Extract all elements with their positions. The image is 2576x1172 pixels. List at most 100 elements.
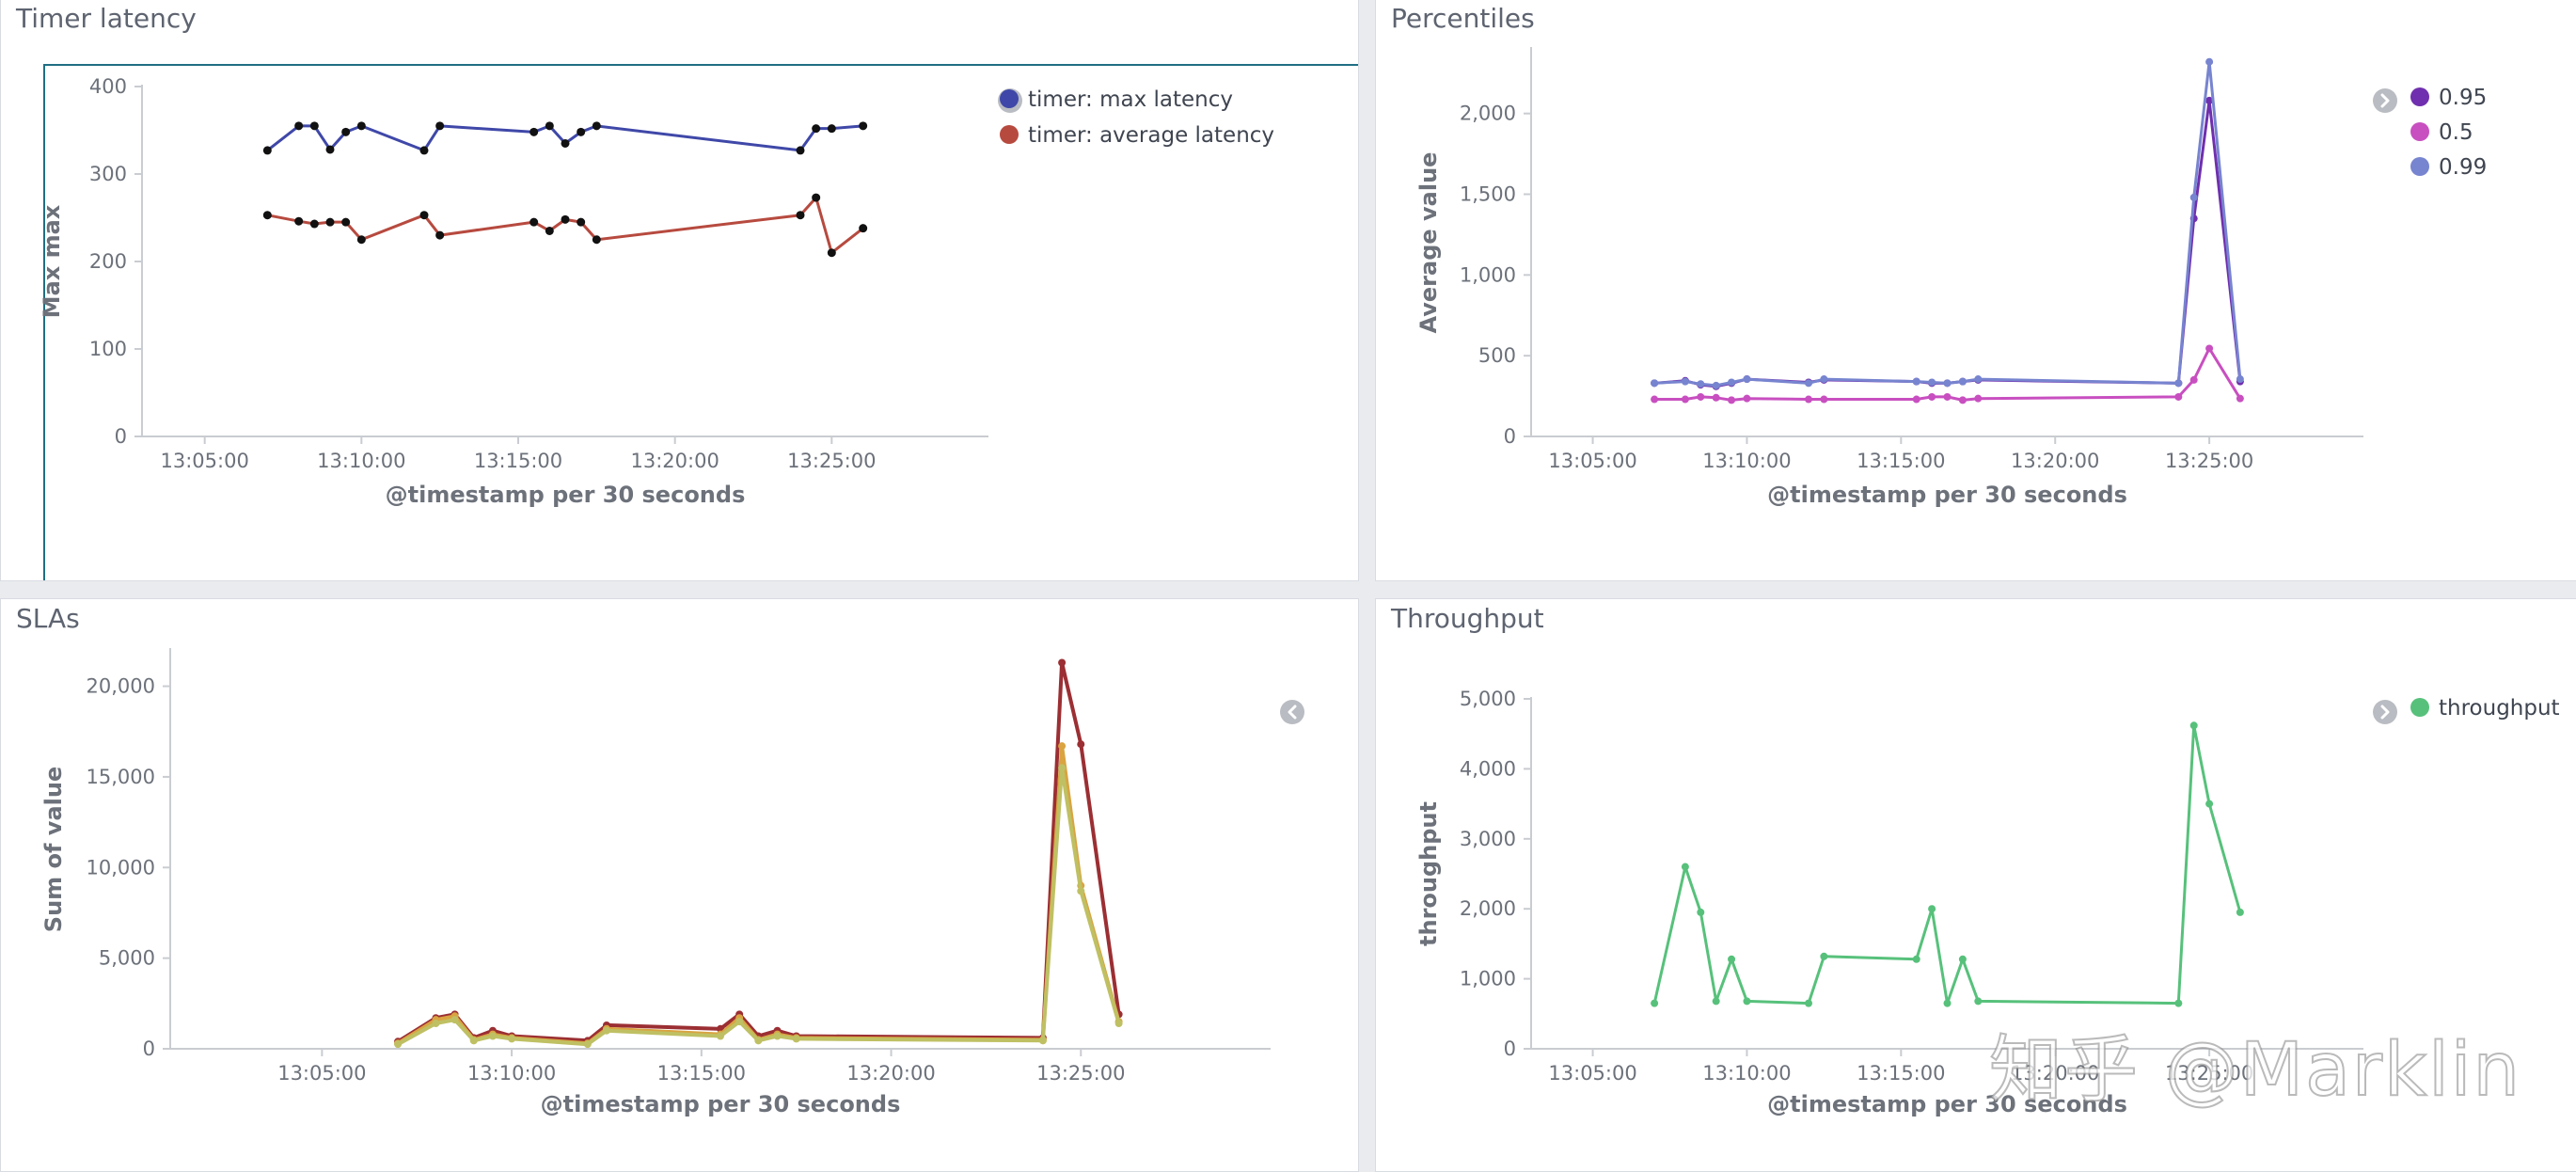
data-point	[2189, 375, 2198, 384]
x-tick-label: 13:20:00	[631, 450, 719, 472]
data-point	[1058, 658, 1067, 667]
data-point	[1077, 740, 1085, 749]
data-point	[450, 1016, 459, 1024]
legend-item[interactable]: throughput	[2410, 696, 2560, 721]
data-point	[341, 217, 351, 227]
data-point	[859, 121, 868, 131]
data-point	[2174, 999, 2183, 1007]
data-point	[592, 121, 601, 131]
legend-label: 0.5	[2439, 120, 2473, 145]
legend-item[interactable]: 0.5	[2410, 120, 2473, 145]
data-point	[1697, 392, 1705, 401]
data-point	[488, 1032, 497, 1040]
data-point	[356, 121, 366, 131]
legend-label: 0.95	[2439, 86, 2487, 110]
chevron-circle-icon	[2373, 88, 2397, 113]
legend-label: timer: average latency	[1028, 123, 1274, 148]
data-point	[1928, 392, 1936, 401]
panel-timer-latency: Timer latency 0 100 200 300 400 13:05:00 13:10…	[0, 0, 1359, 581]
legend-toggle-button[interactable]	[2373, 700, 2397, 724]
data-point	[1712, 381, 1720, 389]
data-point	[792, 1035, 800, 1043]
chevron-icon	[2380, 705, 2390, 720]
legend-toggle-button[interactable]	[1280, 700, 1304, 724]
legend-swatch	[1000, 125, 1019, 144]
data-point	[435, 121, 445, 131]
data-point	[545, 226, 554, 235]
data-point	[1820, 952, 1828, 960]
x-tick-label: 13:05:00	[1548, 450, 1636, 472]
data-point	[2205, 96, 2214, 104]
y-tick-label: 20,000	[87, 675, 155, 698]
legend-swatch	[2410, 87, 2429, 106]
legend-item[interactable]: 0.95	[2410, 86, 2487, 110]
data-point	[1974, 394, 1983, 403]
data-point	[1912, 377, 1920, 386]
data-point	[1805, 395, 1812, 404]
data-point	[508, 1035, 516, 1043]
x-tick-label: 13:10:00	[467, 1062, 556, 1085]
data-point	[309, 121, 319, 131]
y-tick-label: 400	[89, 75, 127, 98]
data-point	[2174, 392, 2183, 401]
series-line	[1654, 346, 2242, 402]
data-point	[812, 193, 821, 202]
legend-item[interactable]: timer: max latency	[1000, 87, 1233, 112]
legend-item[interactable]: timer: average latency	[1000, 123, 1274, 148]
y-axis-title: Sum of value	[40, 767, 67, 932]
data-point	[1651, 395, 1659, 404]
data-point	[325, 217, 335, 227]
data-point	[796, 146, 805, 155]
x-tick-label: 13:20:00	[2011, 450, 2099, 472]
data-point	[1058, 764, 1067, 772]
data-point	[1928, 378, 1936, 387]
data-point	[2236, 375, 2244, 384]
data-point	[1728, 955, 1736, 963]
data-point	[435, 230, 445, 240]
data-point	[356, 235, 366, 245]
data-point	[469, 1037, 478, 1045]
legend-toggle-button[interactable]	[2373, 88, 2397, 113]
data-point	[1805, 379, 1812, 388]
data-point	[1728, 396, 1736, 404]
selected-frame	[43, 64, 1358, 580]
data-point	[1943, 999, 1952, 1007]
x-tick-label: 13:15:00	[1857, 1062, 1945, 1085]
data-point	[1743, 997, 1751, 1006]
data-point	[1697, 380, 1705, 388]
chevron-icon	[2380, 93, 2390, 108]
chevron-icon	[1288, 705, 1297, 720]
data-point	[577, 127, 586, 136]
data-point	[1681, 395, 1689, 404]
data-point	[1805, 999, 1812, 1007]
data-point	[419, 146, 429, 155]
data-point	[2205, 344, 2214, 353]
x-tick-label: 13:15:00	[474, 450, 562, 472]
data-point	[1743, 394, 1751, 403]
data-point	[1974, 375, 1983, 384]
data-point	[545, 121, 554, 131]
series-line	[1653, 99, 2242, 388]
legend-swatch	[2410, 157, 2429, 176]
series-line	[397, 660, 1121, 1043]
data-point	[2236, 908, 2244, 916]
legend-item[interactable]: 0.99	[2410, 155, 2487, 180]
panel-percentiles: Percentiles 0 500 1,000 1,500 2,000 13:05:00 1…	[1375, 0, 2576, 581]
data-point	[1958, 396, 1967, 404]
y-axis-title: Average value	[1415, 152, 1442, 334]
data-point	[754, 1037, 763, 1045]
data-point	[529, 217, 539, 227]
data-point	[1697, 908, 1705, 916]
x-tick-label: 13:25:00	[1036, 1062, 1125, 1085]
y-tick-label: 200	[89, 250, 127, 273]
legend-swatch	[2410, 698, 2429, 717]
chevron-circle-icon	[2373, 700, 2397, 724]
legend-label: 0.99	[2439, 155, 2487, 180]
data-point	[1681, 377, 1689, 386]
data-point	[294, 121, 304, 131]
x-axis-title: @timestamp per 30 seconds	[1767, 1091, 2127, 1117]
data-point	[1974, 997, 1983, 1006]
slas-chart: 0 5,000 10,000 15,000 20,000 13:05:00 13:10:00…	[40, 648, 1304, 1117]
data-point	[1820, 375, 1828, 384]
panel-slas: SLAs 0 5,000 10,000 15,000 20,000 13:05:00 13:…	[0, 598, 1359, 1172]
